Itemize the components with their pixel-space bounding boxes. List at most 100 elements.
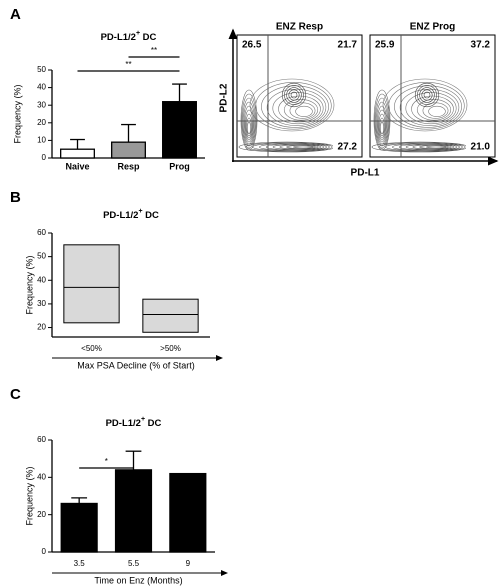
flow-y-label: PD-L2 (219, 83, 230, 112)
contour (416, 99, 452, 121)
contour (249, 78, 335, 132)
contour (295, 105, 313, 117)
flow-x-label: PD-L1 (351, 168, 380, 179)
contour (414, 82, 440, 108)
contour (423, 91, 431, 99)
contour (242, 97, 256, 147)
contour (259, 143, 327, 151)
box (142, 298, 199, 333)
contour (388, 82, 465, 130)
contour (284, 85, 304, 105)
y-tick-label: 60 (37, 435, 46, 444)
quadrant-value: 27.2 (338, 142, 358, 153)
contour (412, 144, 452, 150)
contour (421, 89, 433, 101)
contour (419, 145, 449, 149)
label-bg (466, 38, 492, 52)
y-tick-label: 20 (37, 118, 46, 127)
chart-title: PD-L1/2+ DC (103, 208, 159, 221)
bar (60, 502, 98, 553)
bar (169, 472, 207, 553)
contour (279, 144, 319, 150)
panel-label: A (10, 6, 21, 23)
x-tick-label: Naive (65, 161, 89, 171)
y-tick-label: 30 (37, 299, 46, 308)
contour (278, 95, 321, 123)
contour (243, 101, 255, 145)
contour (377, 109, 387, 141)
contour (245, 142, 333, 152)
bar (162, 101, 197, 159)
label-bg (333, 140, 359, 154)
contour (286, 87, 302, 103)
flow-plot-frame (236, 34, 363, 158)
contour (261, 85, 329, 128)
y-tick-label: 50 (37, 65, 46, 74)
contour (376, 101, 388, 145)
contour (376, 105, 388, 143)
contour (385, 142, 463, 152)
x-tick-label: 9 (186, 559, 191, 568)
panel-label: C (10, 386, 21, 403)
contour (289, 102, 316, 119)
contour (405, 144, 455, 150)
contour (286, 145, 316, 149)
x-tick-label: Resp (117, 161, 140, 171)
x-axis-label: Time on Enz (Months) (94, 575, 182, 585)
panel-label: B (10, 189, 21, 206)
label-bg (466, 140, 492, 154)
x-tick-label: 3.5 (74, 559, 86, 568)
chart-title: PD-L1/2+ DC (106, 416, 162, 429)
contour (380, 121, 384, 135)
chart-title: PD-L1/2+ DC (101, 30, 157, 43)
contour (265, 143, 325, 151)
contour (378, 113, 386, 139)
significance-label: * (105, 457, 108, 466)
box (63, 244, 120, 324)
contour (428, 105, 446, 117)
y-tick-label: 60 (37, 228, 46, 237)
y-axis-label: Frequency (%) (24, 255, 34, 314)
y-tick-label: 30 (37, 100, 46, 109)
contour (245, 113, 253, 139)
contour (266, 88, 327, 126)
contour (375, 97, 389, 147)
contour (419, 87, 435, 103)
significance-label: ** (151, 46, 157, 55)
contour (382, 78, 468, 132)
contour (378, 142, 466, 152)
label-bg (333, 38, 359, 52)
contour (426, 145, 446, 149)
flow-plot-frame (369, 34, 496, 158)
contour (255, 82, 332, 130)
flow-plot-title: ENZ Prog (410, 22, 456, 33)
contour (290, 91, 298, 99)
quadrant-value: 26.5 (242, 40, 262, 51)
contour (398, 143, 458, 151)
contour (392, 143, 460, 151)
y-tick-label: 40 (37, 472, 46, 481)
bar (111, 141, 146, 159)
label-bg (373, 38, 399, 52)
y-tick-label: 0 (42, 547, 47, 556)
contour (281, 82, 307, 108)
contour (394, 85, 462, 128)
y-tick-label: 40 (37, 275, 46, 284)
contour (252, 142, 330, 152)
contour (240, 89, 258, 151)
contour (272, 92, 324, 125)
contour (288, 89, 300, 101)
y-tick-label: 40 (37, 83, 46, 92)
x-axis-label: Max PSA Decline (% of Start) (77, 360, 195, 370)
contour (283, 99, 319, 121)
contour (405, 92, 457, 125)
contour (272, 144, 322, 150)
quadrant-value: 25.9 (375, 40, 395, 51)
contour (243, 105, 255, 143)
contour (244, 109, 254, 141)
x-tick-label: <50% (81, 344, 102, 353)
label-bg (240, 38, 266, 52)
contour (411, 95, 454, 123)
y-axis-label: Frequency (%) (12, 84, 22, 143)
